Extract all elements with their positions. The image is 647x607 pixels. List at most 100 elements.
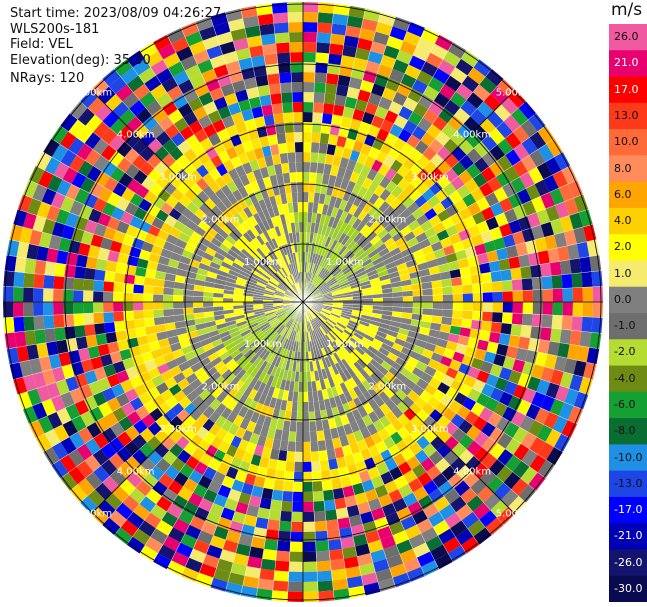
velocity-gate	[362, 241, 373, 252]
velocity-gate	[162, 352, 176, 364]
ray-separator	[302, 2, 319, 303]
velocity-gate	[372, 208, 384, 221]
velocity-gate	[59, 454, 77, 473]
velocity-gate	[193, 539, 210, 555]
velocity-gate	[264, 289, 275, 295]
velocity-gate	[253, 444, 265, 457]
velocity-gate	[359, 254, 371, 264]
velocity-gate	[340, 475, 353, 488]
velocity-gate	[402, 302, 413, 308]
velocity-gate	[391, 231, 404, 243]
velocity-gate	[488, 260, 501, 273]
velocity-gate	[485, 373, 500, 388]
velocity-gate	[322, 305, 333, 309]
velocity-gate	[186, 201, 199, 214]
velocity-gate	[481, 134, 498, 151]
velocity-gate	[164, 124, 180, 139]
velocity-gate	[185, 372, 198, 385]
velocity-gate	[360, 283, 372, 290]
velocity-gate	[404, 213, 417, 226]
velocity-gate	[113, 292, 124, 302]
velocity-gate	[153, 553, 172, 570]
velocity-gate	[458, 207, 473, 221]
ray-separator	[43, 151, 304, 303]
velocity-gate	[370, 41, 387, 55]
velocity-gate	[156, 92, 173, 108]
velocity-gate	[531, 364, 545, 380]
velocity-gate	[221, 368, 233, 380]
velocity-gate	[223, 293, 234, 299]
velocity-gate	[272, 12, 289, 24]
velocity-gate	[380, 252, 393, 262]
velocity-gate	[326, 261, 335, 271]
velocity-gate	[140, 457, 156, 473]
velocity-gate	[221, 196, 233, 209]
ray-separator	[60, 125, 304, 303]
velocity-gate	[228, 269, 240, 277]
ray-separator	[302, 138, 555, 303]
velocity-gate	[207, 480, 222, 494]
ray-separator	[302, 3, 335, 303]
velocity-gate	[367, 204, 379, 217]
velocity-gate	[286, 222, 293, 234]
velocity-gate	[389, 347, 402, 357]
velocity-gate	[387, 210, 400, 222]
velocity-gate	[396, 262, 408, 272]
velocity-gate	[284, 471, 295, 482]
velocity-gate	[572, 302, 583, 317]
velocity-gate	[432, 308, 443, 317]
velocity-gate	[122, 92, 140, 109]
velocity-gate	[163, 52, 181, 69]
velocity-gate	[201, 68, 217, 83]
velocity-gate	[352, 108, 365, 122]
colorbar-tick-label: 0.0	[614, 292, 632, 306]
velocity-gate	[228, 70, 244, 84]
velocity-gate	[196, 190, 210, 204]
velocity-gate	[379, 322, 390, 330]
velocity-gate	[346, 366, 356, 378]
velocity-gate	[272, 580, 289, 592]
velocity-gate	[221, 115, 235, 129]
velocity-gate	[253, 475, 266, 488]
velocity-gate	[549, 261, 562, 276]
velocity-gate	[299, 242, 303, 253]
velocity-gate	[355, 346, 366, 356]
velocity-gate	[331, 328, 341, 338]
velocity-gate	[320, 310, 331, 316]
velocity-gate	[323, 258, 331, 269]
velocity-gate	[423, 415, 437, 430]
velocity-gate	[207, 266, 219, 275]
velocity-gate	[103, 281, 115, 293]
velocity-gate	[452, 285, 463, 295]
velocity-gate	[303, 2, 319, 13]
velocity-gate	[470, 478, 487, 496]
velocity-gate	[44, 429, 61, 447]
velocity-gate	[363, 365, 374, 377]
velocity-gate	[191, 395, 205, 409]
velocity-gate	[324, 322, 333, 331]
velocity-gate	[129, 397, 144, 411]
velocity-gate	[338, 526, 353, 540]
velocity-gate	[242, 140, 254, 153]
velocity-gate	[508, 496, 526, 515]
velocity-gate	[212, 119, 226, 133]
velocity-gate	[227, 572, 245, 586]
velocity-gate	[103, 311, 115, 323]
ray-separator	[302, 301, 571, 439]
velocity-gate	[393, 114, 408, 129]
velocity-gate	[168, 527, 185, 543]
velocity-gate	[150, 83, 167, 100]
ray-separator	[13, 301, 304, 380]
velocity-gate	[529, 437, 546, 455]
velocity-gate	[213, 21, 231, 36]
velocity-gate	[291, 285, 298, 294]
velocity-gate	[297, 391, 303, 402]
velocity-gate	[428, 214, 442, 227]
velocity-gate	[345, 252, 356, 262]
velocity-gate	[348, 377, 358, 389]
velocity-gate	[528, 167, 544, 184]
velocity-gate	[203, 302, 214, 308]
velocity-gate	[277, 204, 285, 216]
velocity-gate	[266, 217, 275, 229]
velocity-gate	[204, 247, 217, 257]
